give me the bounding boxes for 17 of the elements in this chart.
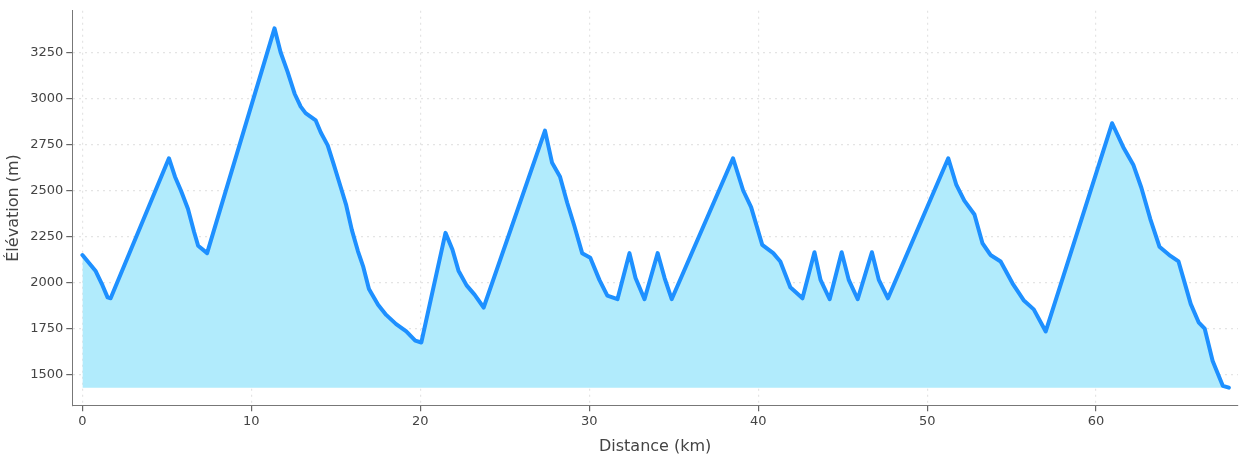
y-tick-label: 3000 <box>30 89 64 105</box>
x-tick-label: 0 <box>78 413 87 429</box>
y-tick-label: 1750 <box>30 320 64 336</box>
y-tick-label: 2500 <box>30 181 64 197</box>
y-tick-label: 1500 <box>30 366 64 382</box>
x-tick-label: 20 <box>412 413 429 429</box>
y-tick-label: 2750 <box>30 135 64 151</box>
x-tick-label: 10 <box>243 413 260 429</box>
x-tick-label: 30 <box>580 413 598 429</box>
x-axis-title: Distance (km) <box>598 435 712 455</box>
x-tick-label: 40 <box>749 413 767 429</box>
y-axis-title: Élévation (m) <box>2 154 22 262</box>
y-tick-label: 3250 <box>30 43 64 59</box>
y-tick-label: 2250 <box>30 227 64 243</box>
y-tick-label: 2000 <box>30 274 64 290</box>
x-tick-label: 50 <box>918 413 936 429</box>
x-tick-label: 60 <box>1087 413 1105 429</box>
